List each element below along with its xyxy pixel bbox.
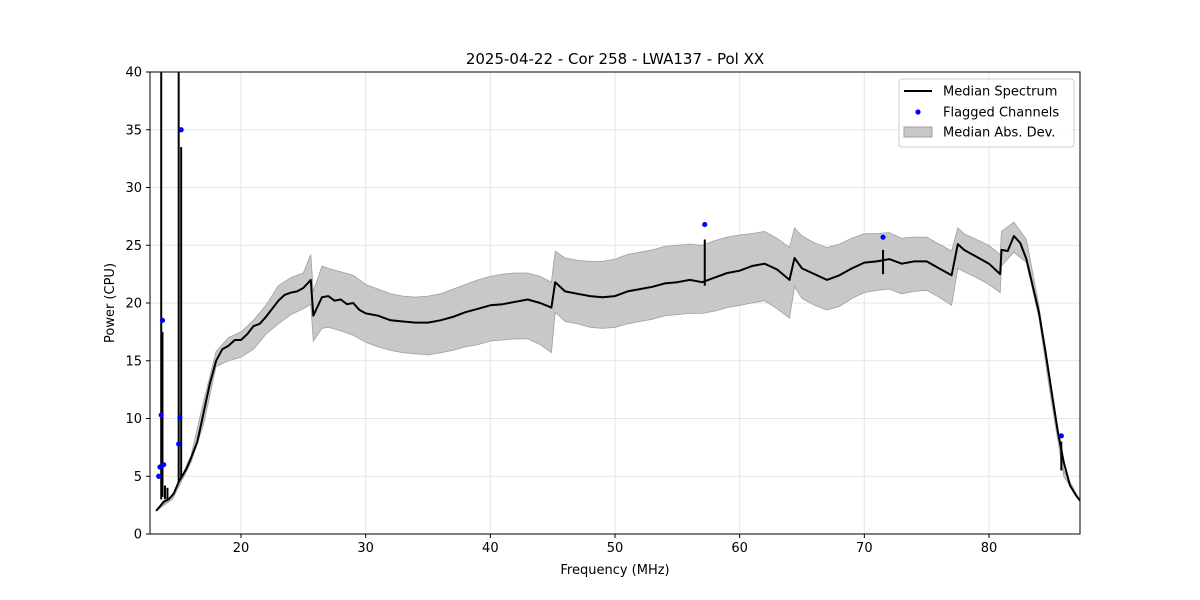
y-tick-label: 40 bbox=[125, 66, 142, 81]
flagged-point bbox=[702, 221, 708, 228]
legend-box bbox=[898, 78, 1075, 148]
flagged-point bbox=[157, 464, 163, 470]
flagged-point bbox=[158, 412, 164, 418]
legend-median-label: Median Spectrum bbox=[943, 85, 1057, 100]
y-tick-label: 0 bbox=[134, 528, 142, 543]
x-tick-label: 80 bbox=[981, 541, 998, 556]
flagged-point bbox=[161, 462, 167, 468]
axis-ticks: 20 30 40 50 60 70 80 0 5 10 15 20 25 30 35 40 bbox=[125, 66, 997, 557]
x-tick-label: 40 bbox=[482, 541, 499, 556]
y-tick-label: 25 bbox=[125, 239, 142, 254]
y-axis-label: Power (CPU) bbox=[103, 263, 118, 343]
y-tick-label: 20 bbox=[125, 297, 142, 312]
x-tick-label: 50 bbox=[607, 541, 624, 556]
y-tick-label: 35 bbox=[125, 123, 142, 138]
legend-flagged-label: Flagged Channels bbox=[943, 106, 1059, 121]
chart-title: 2025-04-22 - Cor 258 - LWA137 - Pol XX bbox=[466, 50, 764, 68]
flagged-point bbox=[156, 473, 162, 479]
flagged-points-layer bbox=[156, 127, 1064, 479]
median-spectrum-line bbox=[155, 235, 1080, 512]
flagged-point bbox=[177, 414, 183, 420]
x-tick-label: 70 bbox=[856, 541, 873, 556]
legend-mad-swatch bbox=[903, 126, 933, 138]
flagged-point bbox=[178, 127, 184, 133]
y-tick-label: 5 bbox=[134, 470, 142, 485]
flagged-point bbox=[1058, 433, 1064, 439]
y-tick-label: 10 bbox=[125, 412, 142, 427]
x-tick-label: 30 bbox=[357, 541, 374, 556]
x-axis-label: Frequency (MHz) bbox=[560, 563, 669, 578]
mad-band bbox=[155, 221, 1080, 512]
y-tick-label: 15 bbox=[125, 354, 142, 369]
mad-band-layer bbox=[155, 221, 1080, 512]
x-tick-label: 60 bbox=[731, 541, 748, 556]
flagged-point bbox=[159, 317, 166, 323]
legend-flagged-swatch bbox=[915, 109, 921, 115]
legend-mad-label: Median Abs. Dev. bbox=[943, 126, 1055, 141]
flagged-point bbox=[176, 441, 182, 447]
flagged-point bbox=[880, 234, 886, 240]
x-tick-label: 20 bbox=[233, 541, 250, 556]
y-tick-label: 30 bbox=[125, 181, 142, 196]
legend: Median Spectrum Flagged Channels Median … bbox=[898, 78, 1075, 148]
